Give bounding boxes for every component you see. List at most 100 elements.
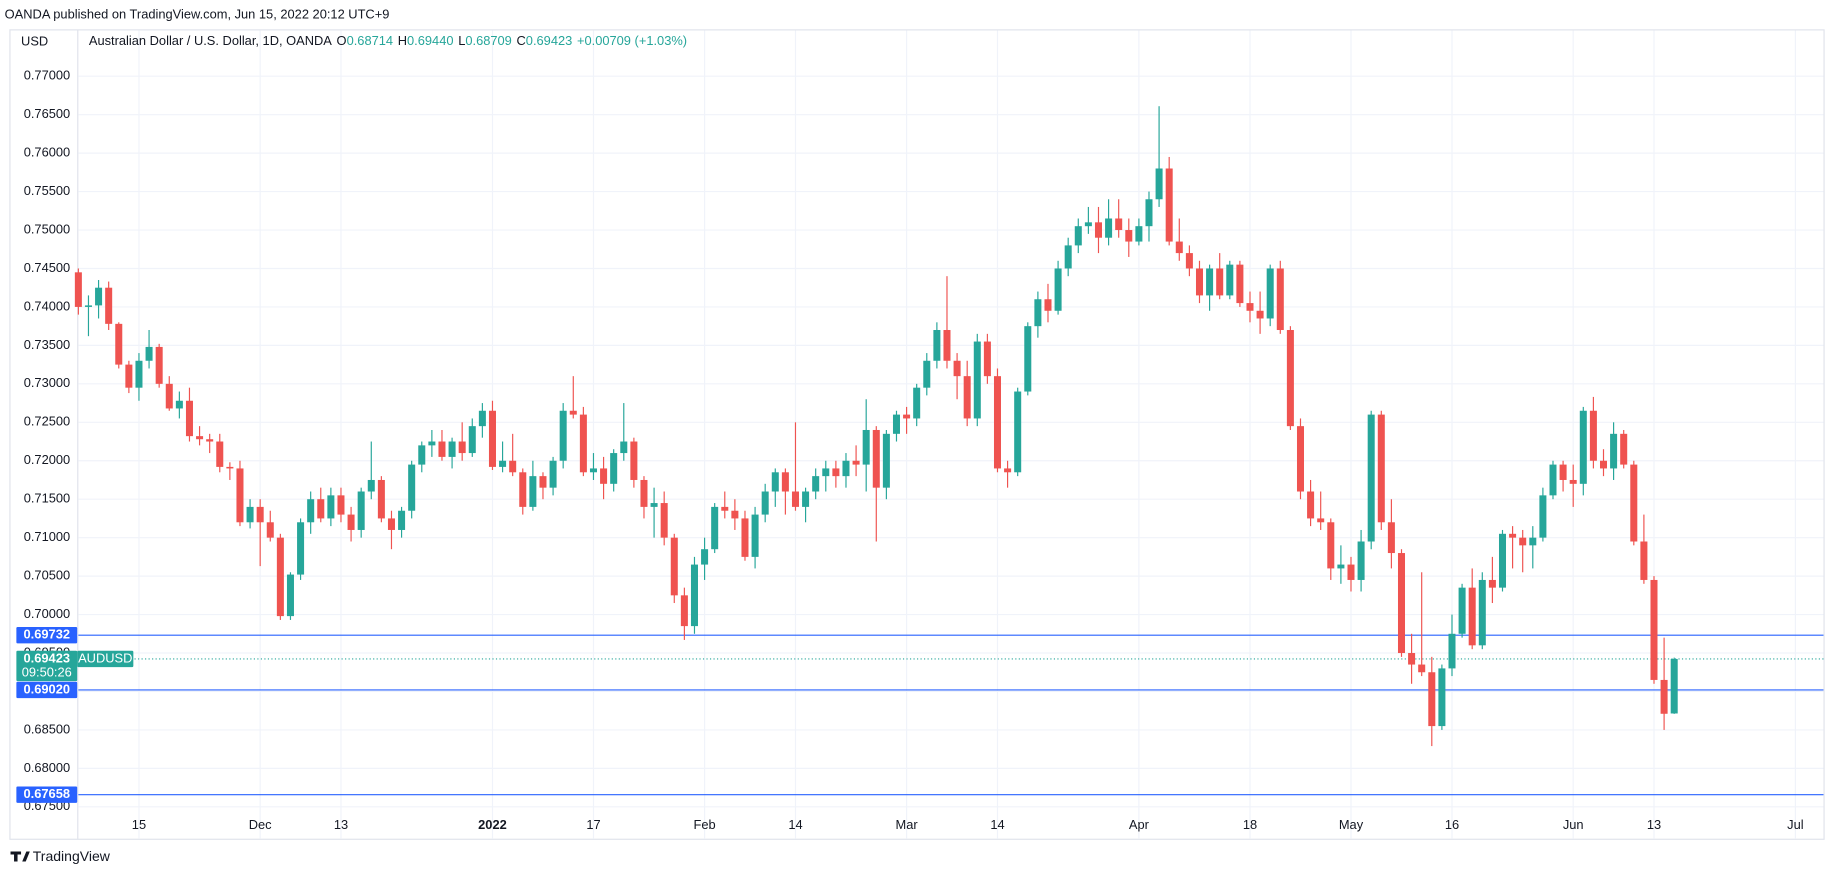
candle-body <box>600 468 608 484</box>
currency-label: USD <box>21 34 48 49</box>
candle-body <box>903 414 911 419</box>
x-tick-label: 15 <box>132 817 146 832</box>
y-tick-label: 0.73500 <box>24 337 70 352</box>
candle-body <box>347 514 355 530</box>
candle-body <box>1135 226 1143 242</box>
candle-body <box>1266 268 1274 319</box>
y-tick-label: 0.74000 <box>24 298 70 313</box>
candle-body <box>236 468 244 523</box>
candle-body <box>1185 253 1193 269</box>
candle-body <box>680 595 688 627</box>
x-tick-label: 2022 <box>478 817 507 832</box>
candle-body <box>408 464 416 511</box>
legend-value: 0.69423 <box>526 34 572 49</box>
candle-body <box>963 376 971 419</box>
x-tick-label: Dec <box>249 817 272 832</box>
candle-body <box>367 479 375 492</box>
candle-body <box>458 441 466 454</box>
candle-body <box>882 433 890 488</box>
candle-body <box>852 460 860 465</box>
candle-body <box>1094 222 1102 238</box>
candle-body <box>499 460 507 467</box>
legend-key: O <box>337 34 347 49</box>
candle-body <box>155 346 163 384</box>
candle-body <box>610 453 618 484</box>
legend-value: 0.69440 <box>407 34 453 49</box>
candle-body <box>84 305 92 307</box>
candle-body <box>1478 579 1486 646</box>
candle-body <box>256 506 264 523</box>
y-tick-label: 0.74500 <box>24 260 70 275</box>
candle-body <box>781 472 789 492</box>
x-tick-label: 13 <box>334 817 348 832</box>
candle-body <box>1650 579 1658 680</box>
candle-body <box>1256 310 1264 319</box>
candle-body <box>438 441 446 457</box>
candle-body <box>95 287 103 306</box>
candle-body <box>1276 268 1284 331</box>
candle-body <box>1206 268 1214 296</box>
candle-body <box>1468 587 1476 646</box>
published-header: OANDA published on TradingView.com, Jun … <box>5 7 390 22</box>
candle-body <box>1296 426 1305 492</box>
candle-body <box>579 414 587 473</box>
candle-body <box>1155 168 1163 200</box>
candle-body <box>175 400 183 409</box>
candle-body <box>1660 679 1668 714</box>
candle-body <box>468 426 476 454</box>
candle-body <box>1074 226 1082 246</box>
candle-body <box>1054 268 1062 311</box>
candle-body <box>842 460 850 477</box>
logo-text: TradingView <box>33 848 111 864</box>
candle-body <box>1599 460 1608 469</box>
candle-body <box>74 272 82 307</box>
y-tick-label: 0.76000 <box>24 145 70 160</box>
candles <box>74 106 1678 747</box>
candle-body <box>620 441 628 454</box>
candle-body <box>913 387 921 419</box>
candle-body <box>1004 468 1012 473</box>
candle-body <box>1216 268 1224 296</box>
candle-body <box>488 410 496 467</box>
candle-body <box>701 549 709 565</box>
candle-body <box>519 472 527 507</box>
x-tick-label: Apr <box>1129 817 1150 832</box>
candle-body <box>953 360 961 377</box>
candle-body <box>317 499 325 519</box>
candle-body <box>1630 464 1638 542</box>
candle-body <box>1307 491 1315 519</box>
candle-body <box>377 479 385 519</box>
candle-body <box>791 491 799 507</box>
level-label-box <box>16 626 78 644</box>
candle-body <box>1397 553 1406 654</box>
candle-body <box>448 441 456 457</box>
legend-name: Australian Dollar / U.S. Dollar, 1D, OAN… <box>89 34 332 49</box>
candle-body <box>307 499 315 523</box>
y-tick-label: 0.75500 <box>24 183 70 198</box>
y-tick-label: 0.72000 <box>24 452 70 467</box>
candle-body <box>1367 414 1375 542</box>
candle-body <box>923 360 931 388</box>
candle-body <box>731 510 739 519</box>
candle-body <box>185 400 193 437</box>
x-tick-label: 14 <box>990 817 1004 832</box>
candle-body <box>761 491 769 515</box>
candle-body <box>1549 464 1557 496</box>
candle-body <box>135 360 143 388</box>
candle-body <box>165 383 173 409</box>
candle-body <box>751 514 759 557</box>
logo-icon <box>10 851 30 862</box>
legend-key: L <box>458 34 465 49</box>
candle-body <box>428 441 436 446</box>
candle-body <box>276 537 284 617</box>
candle-body <box>115 323 123 365</box>
candle-body <box>650 503 658 507</box>
candle-body <box>822 468 830 477</box>
candle-body <box>741 518 749 557</box>
y-tick-label: 0.75000 <box>24 221 70 236</box>
candle-body <box>1347 564 1355 580</box>
candle-body <box>1408 653 1416 665</box>
level-label: 0.69020 <box>24 681 70 696</box>
candle-body <box>802 491 810 507</box>
